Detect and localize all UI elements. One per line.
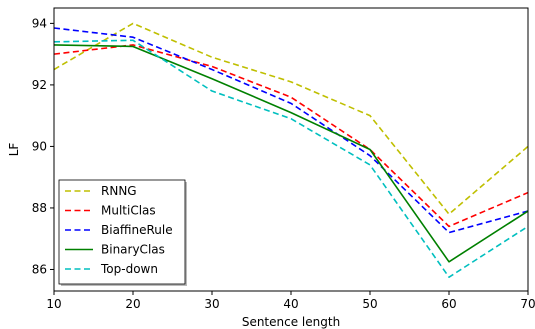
x-axis: 10 20 30 40 50 60 70: [46, 291, 535, 311]
y-tick-label: 90: [32, 139, 47, 153]
x-axis-label: Sentence length: [242, 315, 340, 329]
legend-label: BinaryClas: [101, 243, 165, 257]
x-tick-label: 40: [283, 297, 298, 311]
legend-label: Top-down: [100, 262, 158, 276]
x-tick-label: 60: [441, 297, 456, 311]
y-tick-label: 94: [32, 16, 47, 30]
legend-label: BiaffineRule: [101, 223, 173, 237]
y-axis-label: LF: [7, 143, 21, 157]
legend-label: MultiClas: [101, 204, 156, 218]
y-tick-label: 92: [32, 78, 47, 92]
legend: RNNG MultiClas BiaffineRule BinaryClas Top-d…: [58, 179, 187, 286]
y-tick-label: 86: [32, 262, 47, 276]
series-line-multiclas: [53, 44, 529, 228]
series-line-rnng: [53, 22, 529, 215]
legend-label: RNNG: [101, 184, 137, 198]
x-tick-label: 10: [46, 297, 61, 311]
x-tick-label: 30: [204, 297, 219, 311]
y-axis: 86 88 90 92 94: [32, 16, 54, 276]
series-line-binaryclas: [53, 44, 529, 263]
legend-box: [58, 179, 186, 285]
y-tick-label: 88: [32, 201, 47, 215]
x-tick-label: 50: [362, 297, 377, 311]
x-tick-label: 20: [125, 297, 140, 311]
lines-layer: [53, 22, 529, 278]
x-tick-label: 70: [520, 297, 535, 311]
series-line-biaffinerule: [53, 27, 529, 234]
series-line-top-down: [53, 39, 529, 278]
